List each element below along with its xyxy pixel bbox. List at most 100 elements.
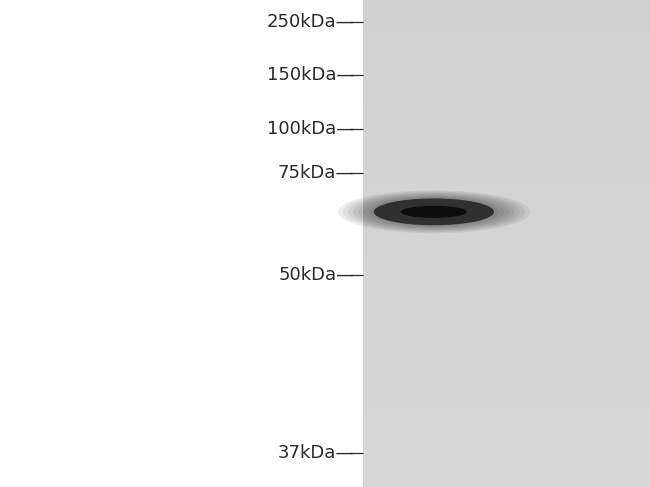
Bar — [363, 477, 650, 479]
Bar — [363, 8, 650, 10]
Ellipse shape — [374, 199, 494, 225]
Bar — [363, 466, 650, 468]
Bar — [363, 297, 650, 299]
Bar — [363, 391, 650, 393]
Text: 50kDa—: 50kDa— — [278, 266, 354, 284]
Bar — [363, 394, 650, 396]
Bar — [363, 16, 650, 18]
Bar — [363, 18, 650, 19]
Bar — [363, 96, 650, 97]
Bar — [363, 150, 650, 151]
Bar — [363, 244, 650, 245]
Bar — [363, 479, 650, 481]
Bar — [363, 211, 650, 213]
Bar — [363, 81, 650, 83]
Bar — [363, 396, 650, 398]
Bar — [363, 91, 650, 93]
Bar — [363, 484, 650, 486]
Bar — [363, 146, 650, 148]
Bar — [363, 167, 650, 169]
Bar — [363, 372, 650, 374]
Bar — [363, 346, 650, 347]
Bar — [363, 232, 650, 234]
Bar — [363, 312, 650, 313]
Bar — [363, 67, 650, 68]
Bar — [363, 342, 650, 344]
Ellipse shape — [343, 191, 525, 232]
Ellipse shape — [363, 196, 504, 227]
Bar — [363, 157, 650, 159]
Bar — [363, 55, 650, 57]
Bar — [363, 130, 650, 131]
Bar — [363, 169, 650, 170]
Bar — [363, 364, 650, 365]
Bar — [363, 52, 650, 54]
Bar — [363, 106, 650, 107]
Bar — [363, 161, 650, 162]
Bar — [363, 381, 650, 383]
Bar — [363, 42, 650, 44]
Bar — [363, 63, 650, 65]
Bar — [363, 454, 650, 456]
Bar — [363, 117, 650, 118]
Bar — [363, 221, 650, 223]
Bar — [363, 218, 650, 219]
Bar — [363, 180, 650, 182]
Bar — [363, 57, 650, 58]
Bar — [363, 333, 650, 335]
Bar — [363, 341, 650, 342]
Bar — [363, 219, 650, 221]
Bar — [363, 145, 650, 146]
Bar — [363, 179, 650, 180]
Bar — [363, 317, 650, 318]
Bar — [363, 104, 650, 106]
Bar — [363, 459, 650, 461]
Bar — [363, 437, 650, 438]
Bar — [363, 70, 650, 72]
Bar — [363, 486, 650, 487]
Bar — [363, 260, 650, 262]
Bar — [363, 422, 650, 424]
Bar — [363, 257, 650, 258]
Bar — [363, 303, 650, 305]
Bar — [363, 378, 650, 380]
Bar — [363, 143, 650, 145]
Bar — [363, 307, 650, 308]
Bar — [363, 370, 650, 372]
Bar — [363, 45, 650, 47]
Bar — [363, 276, 650, 278]
Bar — [363, 264, 650, 266]
Bar — [363, 141, 650, 143]
Bar — [363, 365, 650, 367]
Text: 150kDa—: 150kDa— — [266, 67, 354, 84]
Bar — [363, 242, 650, 244]
Bar — [363, 195, 650, 196]
Bar — [363, 414, 650, 415]
Bar — [363, 408, 650, 409]
Bar — [363, 148, 650, 150]
Text: 75kDa—: 75kDa— — [278, 164, 354, 182]
Bar — [363, 447, 650, 448]
Bar — [363, 464, 650, 466]
Bar — [363, 419, 650, 420]
Bar — [363, 310, 650, 312]
Bar — [363, 305, 650, 307]
Bar — [363, 224, 650, 225]
Bar — [363, 127, 650, 128]
Bar — [363, 274, 650, 276]
Bar — [363, 300, 650, 302]
Bar — [363, 269, 650, 271]
Text: 100kDa—: 100kDa— — [267, 120, 354, 138]
Bar — [363, 279, 650, 281]
Bar — [363, 86, 650, 88]
Ellipse shape — [338, 190, 530, 233]
Bar — [363, 37, 650, 39]
Bar — [363, 54, 650, 55]
Bar — [363, 253, 650, 255]
Bar — [363, 289, 650, 291]
Bar — [363, 26, 650, 28]
Bar — [363, 73, 650, 75]
Bar — [363, 138, 650, 140]
Bar — [363, 425, 650, 427]
Bar — [363, 182, 650, 184]
